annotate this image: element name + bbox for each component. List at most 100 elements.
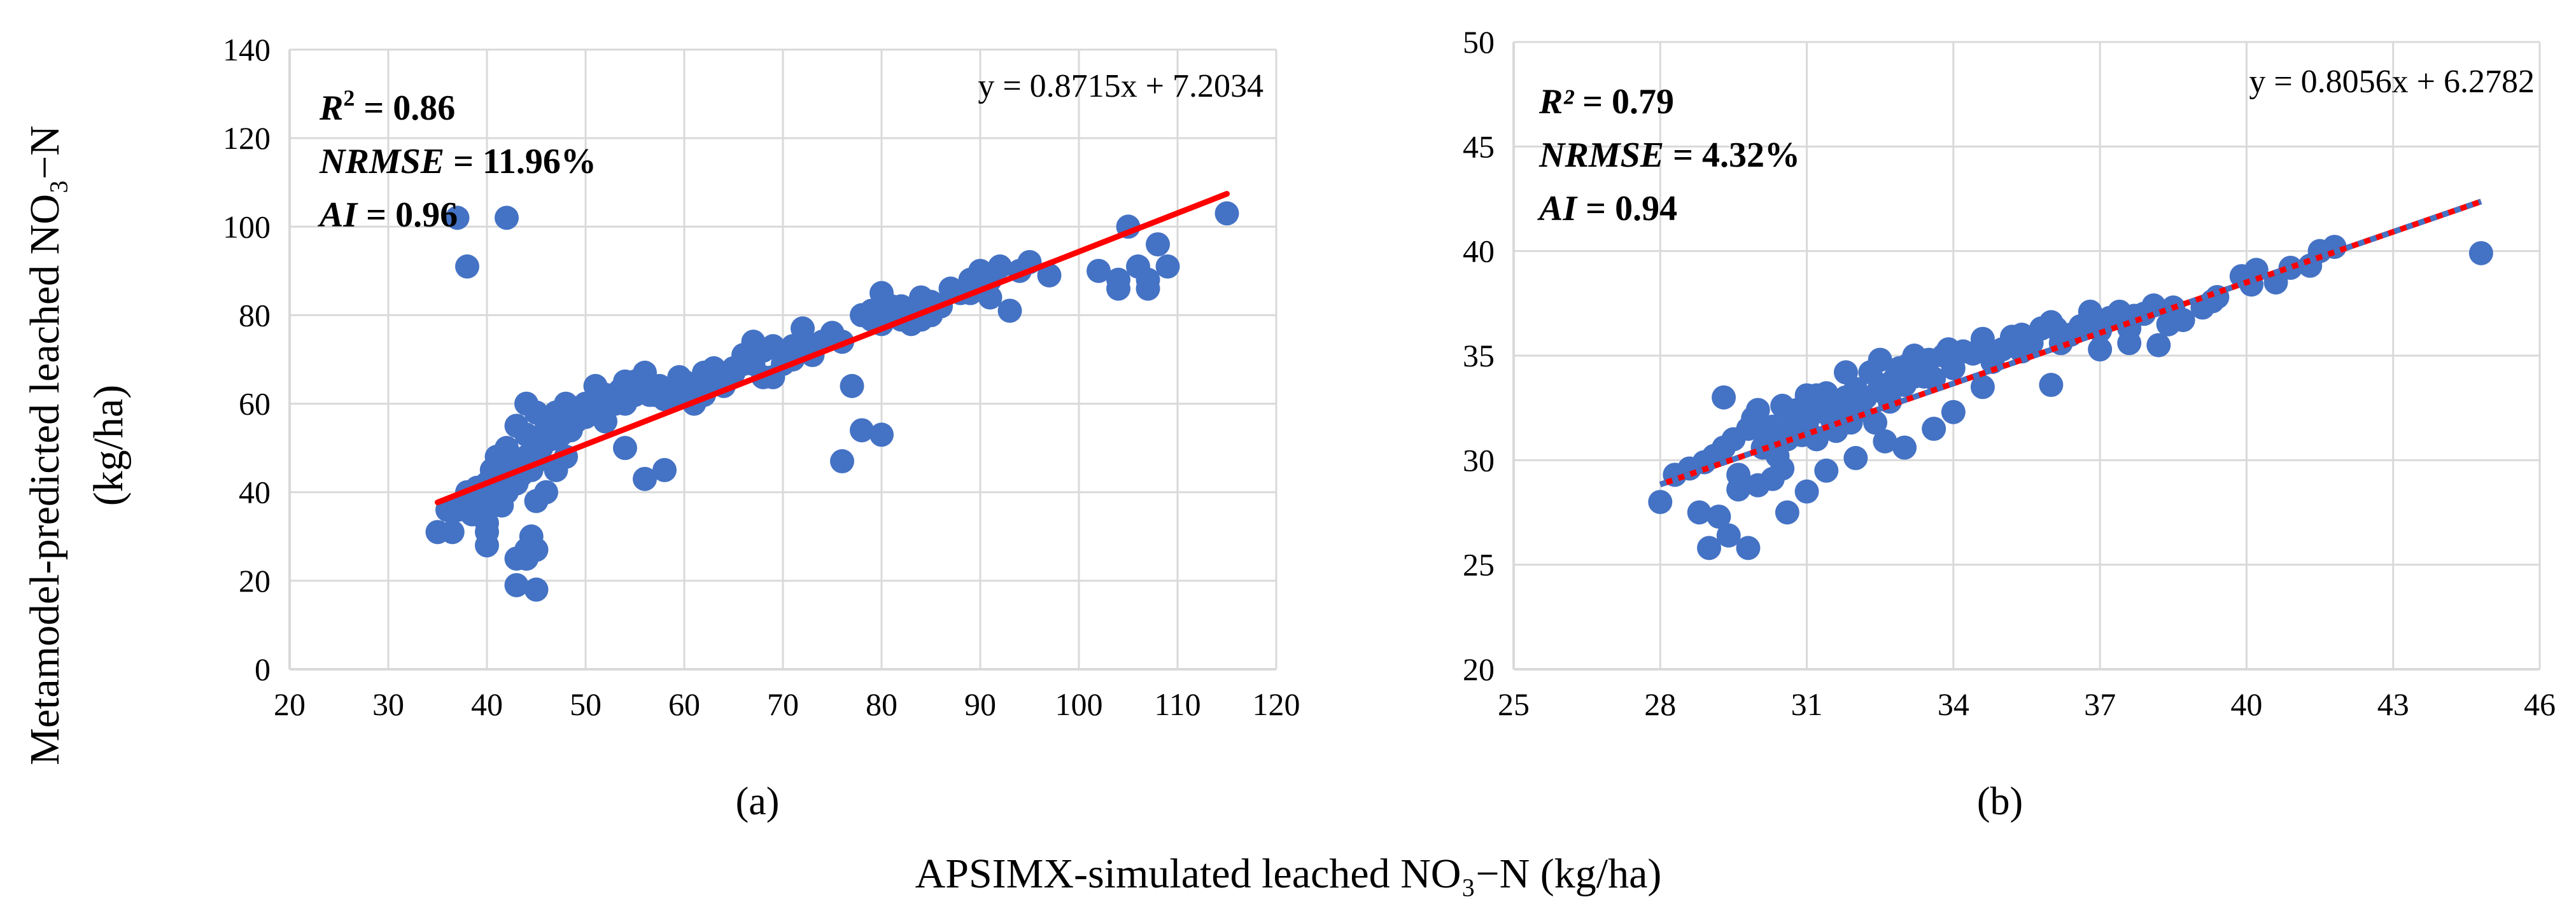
- panel-a-y-tick-120: 120: [223, 120, 271, 156]
- panel-b-data-point: [1843, 446, 1868, 471]
- panel-b-data-point: [1716, 523, 1741, 548]
- panel-b-data-point: [1922, 417, 1946, 442]
- panel-b-data-point: [1697, 536, 1722, 560]
- panel-b-y-tick-45: 45: [1463, 129, 1495, 164]
- panel-a-trendline-line: [435, 191, 1230, 506]
- panel-b-data-point: [2117, 331, 2142, 356]
- panel-a-data-point: [504, 573, 529, 597]
- y-axis-label-line2: (kg/ha): [85, 385, 132, 506]
- panel-a-data-point: [440, 520, 465, 545]
- panel-b-nrmse-stat: NRMSE = 4.32%: [1538, 136, 1800, 175]
- panel-b-data-point: [1892, 435, 1917, 460]
- panel-a-y-tick-140: 140: [223, 32, 271, 67]
- panel-a-x-tick-80: 80: [866, 686, 897, 722]
- panel-a-x-tick-120: 120: [1253, 686, 1300, 722]
- panel-b-data-point: [2088, 337, 2113, 362]
- panel-a-data-point: [445, 205, 470, 230]
- panel-b-axes: [1512, 42, 2540, 671]
- panel-a-data-point: [701, 356, 726, 380]
- panel-a-r2-stat: R2 = 0.86: [319, 85, 455, 128]
- panel-b-data-point: [1868, 347, 1892, 372]
- panel-b-equation: y = 0.8056x + 6.2782: [2249, 64, 2535, 100]
- panel-a-data-point: [613, 436, 637, 461]
- panel-b-y-tick-25: 25: [1463, 547, 1495, 583]
- panel-a-data-point: [840, 373, 864, 398]
- panel-a-x-tick-70: 70: [767, 686, 799, 722]
- panel-a-y-tick-20: 20: [239, 563, 271, 599]
- panel-b-data-point: [1970, 375, 1995, 400]
- panel-b-data-point: [1873, 429, 1897, 454]
- panel-b-label: (b): [1977, 780, 2023, 823]
- panel-b-data-point: [1707, 504, 1731, 529]
- panel-b-data-point: [1833, 360, 1858, 385]
- panel-a-x-tick-20: 20: [274, 686, 306, 722]
- panel-b-data-point: [2083, 310, 2108, 335]
- panel-b-trendline: [1659, 198, 2482, 487]
- panel-a-data-point: [455, 254, 479, 279]
- panel-b-y-tick-30: 30: [1463, 442, 1495, 478]
- panel-a-y-tick-100: 100: [223, 209, 271, 244]
- panel-a-gridlines: [290, 48, 1277, 669]
- panel-a-data-point: [1106, 276, 1130, 301]
- panel-a-y-tick-60: 60: [239, 386, 271, 422]
- panel-a-data-point: [1155, 254, 1180, 279]
- panel-a-data-point: [1146, 232, 1170, 257]
- panel-b-x-tick-28: 28: [1644, 686, 1676, 722]
- panel-b-data-point: [2468, 240, 2493, 265]
- panel-a-data-point: [475, 511, 499, 536]
- panel-b-y-tick-40: 40: [1463, 233, 1495, 269]
- x-axis-label: APSIMX-simulated leached NO₃−N (kg/ha): [915, 851, 1662, 897]
- panel-b-data-point: [1863, 410, 1888, 435]
- panel-a-y-tick-40: 40: [239, 475, 271, 510]
- panel-a-data-point: [997, 298, 1022, 323]
- panel-a-data-point: [652, 457, 677, 482]
- panel-a-x-tick-60: 60: [668, 686, 700, 722]
- panel-a: 20 30 40 50 60 70 80 90 100 110 120 02040608010012…: [223, 32, 1300, 823]
- panel-b-x-tick-37: 37: [2084, 686, 2116, 722]
- panel-a-trendline: [435, 191, 1230, 506]
- panel-a-data-point: [489, 493, 514, 518]
- panel-a-y-tick-0: 0: [255, 651, 271, 687]
- panel-b-data-point: [1741, 406, 1766, 431]
- panel-b-data-point: [2009, 323, 2034, 347]
- panel-a-x-tick-labels: 20 30 40 50 60 70 80 90 100 110 120: [274, 686, 1300, 722]
- panel-b-data-point: [1712, 385, 1736, 410]
- panel-b-trendline-blue-dash: [1659, 198, 2482, 487]
- panel-a-y-tick-labels: 0 20 40 60 80 100 120 140: [223, 32, 271, 687]
- panel-b-y-tick-20: 20: [1463, 651, 1495, 687]
- panel-a-data-point: [830, 449, 854, 474]
- panel-a-data-point: [633, 466, 657, 491]
- panel-a-data-point: [495, 205, 519, 230]
- panel-a-data-point: [593, 409, 617, 434]
- panel-b-x-tick-40: 40: [2230, 686, 2262, 722]
- panel-b-data-point: [2039, 373, 2064, 398]
- panel-a-data-point: [1214, 201, 1239, 226]
- panel-b-data-point: [1736, 536, 1761, 560]
- panel-a-data-point: [524, 577, 549, 602]
- panel-b-y-tick-labels: 20 25 30 35 40 45 50: [1463, 24, 1495, 687]
- panel-a-points: [425, 201, 1239, 602]
- panel-a-label: (a): [736, 780, 780, 823]
- panel-a-x-tick-40: 40: [471, 686, 503, 722]
- panel-b-ai-stat: AI = 0.94: [1537, 189, 1677, 228]
- panel-b-data-point: [1794, 479, 1819, 504]
- panel-a-ai-stat: AI = 0.96: [318, 195, 458, 235]
- panel-b-data-point: [1648, 490, 1673, 515]
- panel-b-data-point: [1687, 500, 1712, 525]
- panel-a-data-point: [869, 422, 894, 447]
- panel-b-data-point: [1814, 458, 1839, 483]
- panel-b-data-point: [1970, 331, 1995, 356]
- panel-b-y-tick-50: 50: [1463, 24, 1495, 60]
- panel-b-data-point: [1775, 500, 1799, 525]
- panel-b-x-tick-labels: 25 28 31 34 37 40 43 46: [1498, 686, 2556, 722]
- panel-b-data-point: [1922, 366, 1946, 391]
- panel-b-x-tick-25: 25: [1498, 686, 1530, 722]
- panel-b-y-tick-35: 35: [1463, 338, 1495, 373]
- panel-a-data-point: [1037, 263, 1062, 288]
- panel-b-x-tick-43: 43: [2377, 686, 2409, 722]
- panel-a-data-point: [1087, 258, 1111, 283]
- panel-b-data-point: [1936, 337, 1961, 362]
- panel-b-points: [1648, 235, 2493, 560]
